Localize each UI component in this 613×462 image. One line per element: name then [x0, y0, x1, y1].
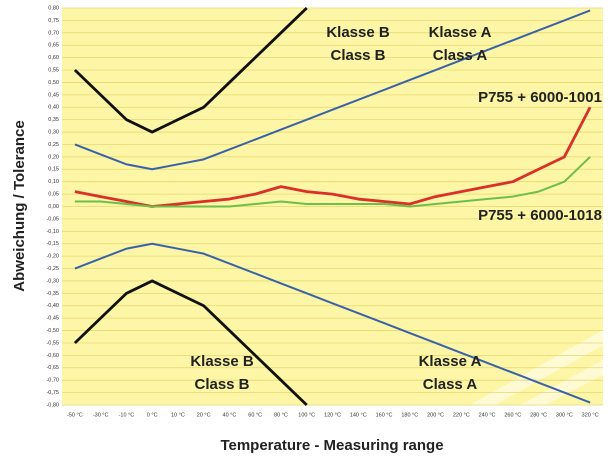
y-tick-label: -0,50 [46, 328, 59, 334]
series-label: P755 + 6000-1018 [478, 207, 602, 224]
x-tick-label: 0 °C [147, 412, 158, 418]
x-tick-label: 280 °C [530, 412, 547, 418]
y-tick-label: -0,20 [46, 254, 59, 260]
y-tick-label: 0,15 [48, 167, 59, 173]
series-line [73, 6, 308, 134]
y-tick-label: -0,30 [46, 278, 59, 284]
x-tick-label: 120 °C [324, 412, 341, 418]
y-tick-label: 0,65 [48, 43, 59, 49]
y-tick-label: 0,10 [48, 179, 59, 185]
series-line [73, 279, 308, 407]
x-tick-label: 180 °C [401, 412, 418, 418]
y-tick-label: 0,80 [48, 5, 59, 11]
y-tick-label: 0,45 [48, 92, 59, 98]
x-axis-label: Temperature - Measuring range [220, 437, 443, 454]
x-tick-label: 140 °C [350, 412, 367, 418]
y-tick-label: -0,55 [46, 340, 59, 346]
annotation: Class B [194, 376, 249, 393]
decor-stripe [520, 360, 603, 405]
y-tick-label: -0,75 [46, 390, 59, 396]
annotation: Class A [433, 47, 488, 64]
x-tick-label: 200 °C [427, 412, 444, 418]
annotation: Class A [423, 376, 478, 393]
x-tick-label: -10 °C [119, 412, 135, 418]
y-tick-label: 0,40 [48, 105, 59, 111]
y-tick-label: 0,50 [48, 80, 59, 86]
x-tick-label: -50 °C [67, 412, 83, 418]
y-tick-label: 0,60 [48, 55, 59, 61]
y-tick-label: -0,15 [46, 241, 59, 247]
x-tick-label: 60 °C [248, 412, 262, 418]
series-line [74, 9, 591, 171]
y-tick-label: -0,70 [46, 378, 59, 384]
y-tick-label: 0,30 [48, 130, 59, 136]
x-tick-label: 320 °C [582, 412, 599, 418]
x-tick-label: 300 °C [556, 412, 573, 418]
annotation: Klasse A [429, 24, 492, 41]
y-axis-label: Abweichung / Tolerance [11, 120, 28, 291]
y-tick-label: -0,25 [46, 266, 59, 272]
y-tick-label: -0,60 [46, 353, 59, 359]
x-tick-label: 240 °C [479, 412, 496, 418]
y-tick-label: -0,10 [46, 229, 59, 235]
y-tick-label: -0,40 [46, 303, 59, 309]
annotation: Klasse B [326, 24, 390, 41]
y-tick-label: 0,05 [48, 192, 59, 198]
x-tick-label: 260 °C [504, 412, 521, 418]
y-tick-label: 0,25 [48, 142, 59, 148]
x-tick-label: 100 °C [298, 412, 315, 418]
y-tick-label: 0,55 [48, 67, 59, 73]
x-tick-label: 220 °C [453, 412, 470, 418]
x-tick-label: 10 °C [171, 412, 185, 418]
y-tick-label: 0,20 [48, 154, 59, 160]
series-line [74, 242, 591, 404]
y-tick-label: 0,35 [48, 117, 59, 123]
x-tick-label: 40 °C [223, 412, 237, 418]
y-tick-label: -0,65 [46, 365, 59, 371]
x-tick-label: -30 °C [93, 412, 109, 418]
series-label: P755 + 6000-1001 [478, 89, 602, 106]
series-line [74, 156, 591, 208]
y-tick-label: -0,45 [46, 316, 59, 322]
annotation: Klasse A [419, 353, 482, 370]
y-tick-label: -0,80 [46, 402, 59, 408]
x-tick-label: 160 °C [376, 412, 393, 418]
y-tick-label: 0,75 [48, 18, 59, 24]
y-tick-label: 0,00 [48, 204, 59, 210]
y-tick-label: -0,35 [46, 291, 59, 297]
x-tick-label: 20 °C [197, 412, 211, 418]
y-tick-label: -0,05 [46, 216, 59, 222]
x-tick-label: 80 °C [274, 412, 288, 418]
y-tick-label: 0,70 [48, 30, 59, 36]
annotation: Klasse B [190, 353, 254, 370]
annotation: Class B [330, 47, 385, 64]
